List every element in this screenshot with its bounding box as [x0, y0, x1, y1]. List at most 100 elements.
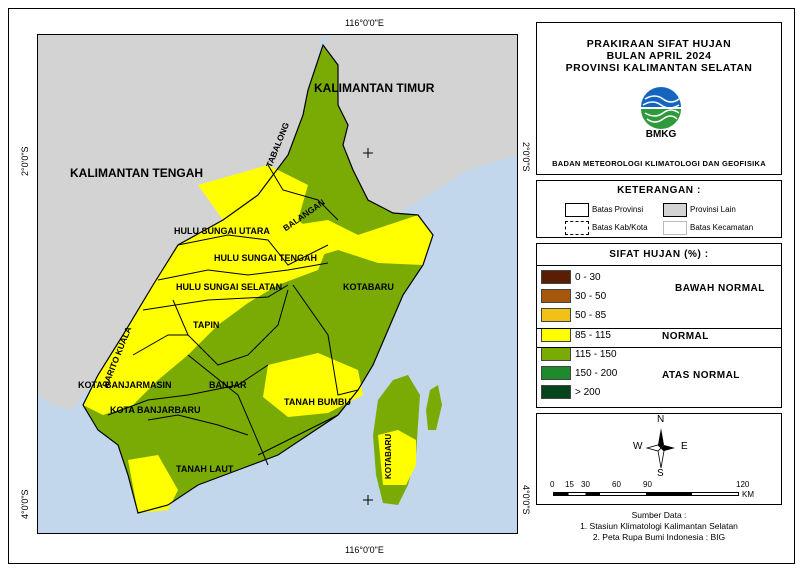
scale-tick-label: 90 — [643, 480, 652, 489]
legend-swatch — [541, 289, 571, 303]
label-kota-banjarbaru: KOTA BANJARBARU — [110, 405, 201, 415]
grid-crosses — [363, 148, 373, 505]
legend-panel: SIFAT HUJAN (%) : 0 - 30 30 - 50 50 - 85 85… — [536, 243, 782, 408]
scale-tick-label: 15 — [565, 480, 574, 489]
scale-tick-label: 30 — [581, 480, 590, 489]
yellow-region-southwest — [128, 455, 178, 513]
compass-n: N — [657, 414, 665, 425]
legend-item-label: 0 - 30 — [575, 271, 601, 283]
legend-swatch — [541, 308, 571, 322]
scale-tick-label: 0 — [550, 480, 555, 489]
legend-item: > 200 — [541, 385, 600, 399]
legend-swatch — [541, 347, 571, 361]
legend-item-label: 150 - 200 — [575, 367, 618, 379]
batas-provinsi-label: Batas Provinsi — [592, 205, 644, 214]
class-bawah-normal: BAWAH NORMAL — [675, 283, 765, 294]
map-frame — [8, 8, 795, 564]
kalimantan-tengah-region — [38, 35, 323, 410]
compass-icon — [645, 428, 675, 469]
yellow-region-south — [263, 353, 363, 417]
map-area[interactable]: KALIMANTAN TIMUR KALIMANTAN TENGAH TABAL… — [37, 34, 518, 534]
district-boundaries — [107, 164, 359, 466]
keterangan-heading: KETERANGAN : — [617, 185, 701, 196]
scale-tick-label: 60 — [612, 480, 621, 489]
label-kotabaru: KOTABARU — [343, 282, 394, 292]
scale-bar-graphic — [553, 492, 739, 496]
batas-kecamatan-label: Batas Kecamatan — [690, 223, 754, 232]
legend-item-label: 115 - 150 — [575, 348, 617, 360]
bmkg-logo-icon — [641, 87, 681, 129]
pulau-sebuku — [426, 385, 442, 430]
lon-label-top: 116°0'0"E — [345, 18, 384, 28]
class-normal: NORMAL — [662, 331, 709, 342]
kalimantan-timur-region — [38, 35, 517, 225]
compass-w: W — [633, 441, 643, 452]
legend-item: 50 - 85 — [541, 308, 606, 322]
source-panel: Sumber Data : 1. Stasiun Klimatologi Kal… — [536, 510, 782, 546]
legend-item-label: 50 - 85 — [575, 309, 607, 321]
legend-item: 0 - 30 — [541, 270, 601, 284]
label-hulu-sungai-utara: HULU SUNGAI UTARA — [174, 226, 270, 236]
yellow-region-central — [228, 215, 433, 265]
bmkg-logo: BMKG — [639, 85, 683, 141]
legend-swatch — [541, 328, 571, 342]
title-line-1: PRAKIRAAN SIFAT HUJAN — [586, 38, 732, 50]
source-heading: Sumber Data : — [631, 510, 687, 520]
map-svg — [38, 35, 517, 514]
pulau-laut-yellow — [378, 430, 416, 485]
lat-label-right-lower: 4°0'0"S — [521, 485, 531, 515]
scale-bar: 0 15 30 60 90 120 KM — [550, 476, 754, 499]
lat-label-right-upper: 2°0'0"S — [521, 142, 531, 172]
scale-unit: KM — [742, 490, 754, 499]
title-panel: PRAKIRAAN SIFAT HUJAN BULAN APRIL 2024 P… — [536, 22, 782, 175]
yellow-region-west — [83, 165, 328, 415]
divider-bawah-normal — [537, 328, 781, 329]
legend-item-label: 30 - 50 — [575, 290, 607, 302]
scale-tick-label: 120 — [736, 480, 750, 489]
agency-name: BADAN METEOROLOGI KLIMATOLOGI DAN GEOFIS… — [552, 159, 766, 168]
provinsi-lain-label: Provinsi Lain — [690, 205, 736, 214]
batas-kecamatan-swatch — [663, 221, 687, 235]
bmkg-logo-text: BMKG — [645, 129, 677, 140]
label-tanah-bumbu: TANAH BUMBU — [284, 397, 351, 407]
provinsi-lain-swatch — [663, 203, 687, 217]
label-kota-banjarmasin: KOTA BANJARMASIN — [78, 380, 172, 390]
legend-item-label: 85 - 115 — [575, 329, 611, 341]
compass-s: S — [657, 468, 664, 479]
source-line-1: 1. Stasiun Klimatologi Kalimantan Selata… — [580, 521, 738, 531]
label-banjar: BANJAR — [209, 380, 247, 390]
batas-kabkota-swatch — [565, 221, 589, 235]
title-line-2: BULAN APRIL 2024 — [606, 50, 712, 62]
legend-item: 30 - 50 — [541, 289, 606, 303]
legend-item-label: > 200 — [575, 386, 601, 398]
lon-label-bottom: 116°0'0"E — [345, 545, 384, 555]
compass-e: E — [681, 441, 688, 452]
class-atas-normal: ATAS NORMAL — [662, 370, 740, 381]
label-kalimantan-timur: KALIMANTAN TIMUR — [314, 81, 435, 95]
label-kotabaru-island: KOTABARU — [384, 433, 393, 479]
batas-kabkota-label: Batas Kab/Kota — [592, 223, 648, 232]
batas-provinsi-swatch — [565, 203, 589, 217]
north-arrow: N S W E — [633, 414, 688, 480]
keterangan-panel: KETERANGAN : Batas Provinsi Provinsi Lai… — [536, 180, 782, 238]
legend-heading: SIFAT HUJAN (%) : — [609, 249, 709, 260]
divider-normal-atas — [537, 347, 781, 348]
legend-item: 115 - 150 — [541, 347, 617, 361]
source-line-2: 2. Peta Rupa Bumi Indonesia : BIG — [592, 532, 726, 542]
label-kalimantan-tengah: KALIMANTAN TENGAH — [70, 166, 204, 180]
title-line-3: PROVINSI KALIMANTAN SELATAN — [565, 62, 753, 74]
lat-label-left-upper: 2°0'0"S — [20, 146, 30, 176]
label-hulu-sungai-tengah: HULU SUNGAI TENGAH — [214, 253, 317, 263]
legend-item: 150 - 200 — [541, 366, 617, 380]
legend-swatch — [541, 270, 571, 284]
label-hulu-sungai-selatan: HULU SUNGAI SELATAN — [176, 282, 283, 292]
label-tapin: TAPIN — [193, 320, 220, 330]
lat-label-left-lower: 4°0'0"S — [20, 489, 30, 519]
legend-swatch — [541, 366, 571, 380]
legend-heading-divider — [537, 265, 781, 266]
compass-scale-panel: N S W E 0 15 30 60 90 120 KM — [536, 413, 782, 505]
legend-item: 85 - 115 — [541, 328, 611, 342]
legend-swatch — [541, 385, 571, 399]
label-tanah-laut: TANAH LAUT — [176, 464, 234, 474]
province-outline — [82, 43, 434, 514]
